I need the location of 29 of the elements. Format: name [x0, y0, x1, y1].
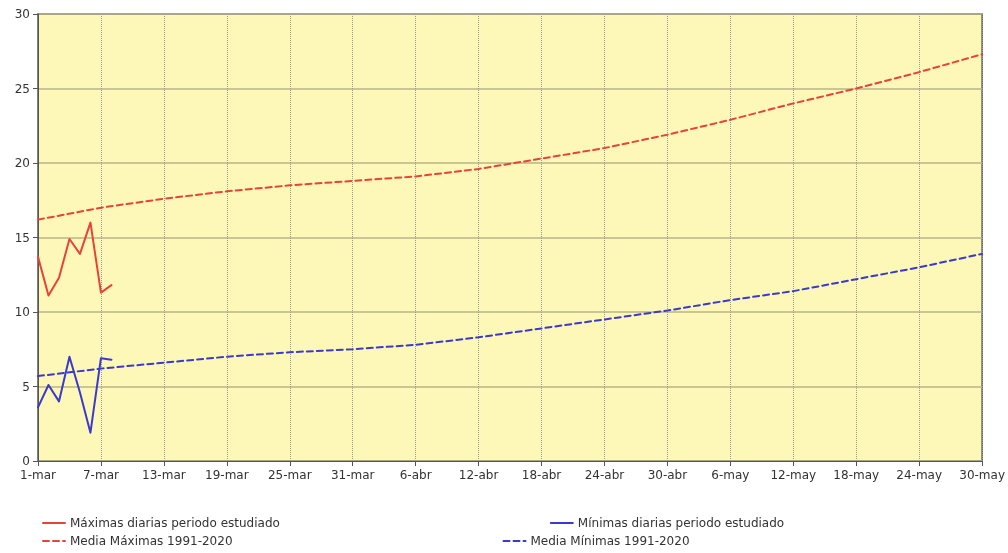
x-tick-label: 18-may	[833, 468, 880, 482]
x-tick-label: 24-abr	[584, 468, 625, 482]
y-tick-label: 25	[14, 81, 30, 96]
x-tick-label: 12-abr	[458, 468, 499, 482]
y-tick-label: 5	[22, 379, 30, 394]
x-tick-label: 30-may	[959, 468, 1005, 482]
legend-label: Media Máximas 1991-2020	[70, 534, 233, 548]
y-tick-label: 10	[14, 305, 30, 319]
x-tick-label: 6-abr	[399, 468, 432, 482]
y-tick-label: 15	[14, 230, 30, 245]
x-tick-label: 30-abr	[647, 468, 688, 482]
x-tick-label: 31-mar	[330, 468, 375, 482]
x-tick-label: 18-abr	[521, 468, 562, 482]
x-tick-label: 25-mar	[267, 468, 312, 482]
x-tick-label: 7-mar	[82, 468, 119, 482]
y-tick-label: 20	[14, 156, 30, 170]
legend-label: Máximas diarias periodo estudiado	[70, 516, 280, 530]
x-tick-label: 24-may	[896, 468, 943, 482]
legend-label: Mínimas diarias periodo estudiado	[577, 516, 785, 530]
x-tick-label: 12-may	[770, 468, 817, 482]
x-tick-label: 1-mar	[20, 468, 57, 482]
line-series	[37, 53, 984, 221]
legend-label: Media Mínimas 1991-2020	[530, 534, 690, 548]
y-tick-label: 0	[22, 454, 30, 468]
y-tick-label: 30	[14, 7, 30, 21]
x-tick-label: 6-may	[711, 468, 750, 482]
x-tick-label: 13-mar	[142, 468, 186, 482]
line-series	[37, 221, 113, 297]
x-tick-label: 19-mar	[205, 468, 249, 482]
